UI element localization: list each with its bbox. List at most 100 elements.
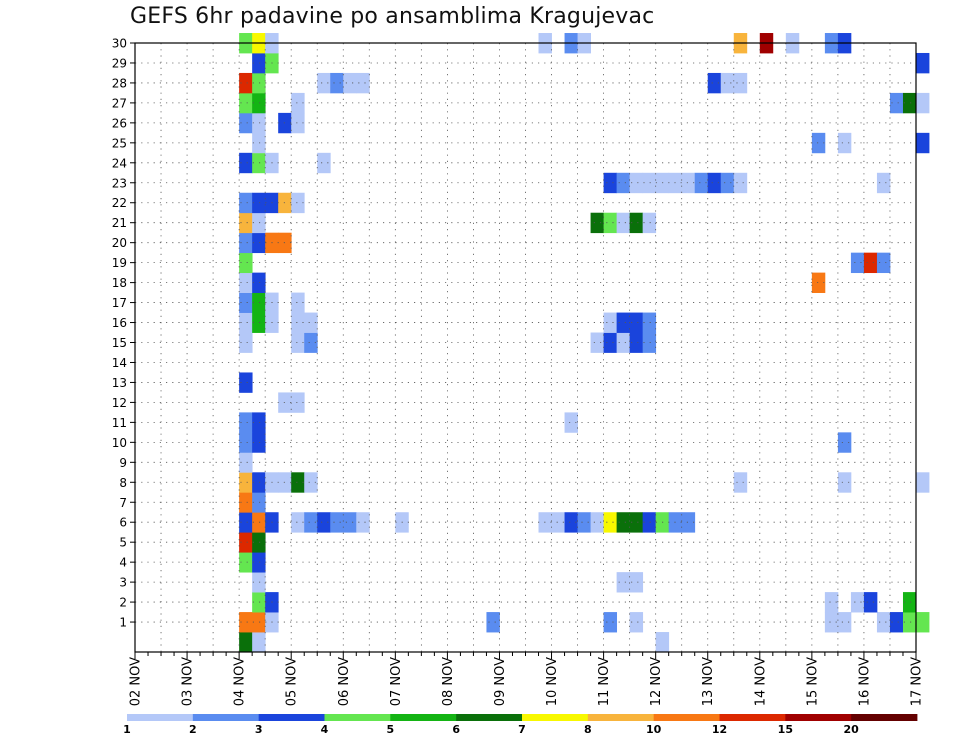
data-cell [616, 312, 631, 333]
data-cell [252, 472, 266, 493]
legend-label: 2 [189, 723, 197, 736]
data-cell [252, 212, 266, 234]
y-tick-label: 24 [112, 156, 127, 170]
legend-swatch [324, 714, 391, 721]
data-cell [239, 212, 253, 234]
data-cell [902, 612, 917, 633]
data-cell [564, 512, 578, 533]
x-tick-label: 05 NOV [285, 657, 300, 706]
data-cell [291, 512, 305, 533]
y-tick-label: 28 [112, 76, 127, 90]
data-cell [916, 132, 930, 154]
x-tick-label: 14 NOV [753, 657, 768, 706]
legend-label: 12 [712, 723, 727, 736]
y-tick-label: 4 [119, 556, 127, 570]
legend-swatch [456, 714, 523, 721]
data-cell [239, 412, 253, 433]
data-cell [616, 172, 631, 194]
data-cell [304, 512, 318, 533]
legend-label: 5 [387, 723, 395, 736]
data-cell [629, 572, 644, 593]
data-cell [916, 92, 930, 114]
x-tick-label: 07 NOV [389, 657, 404, 706]
y-tick-label: 21 [112, 216, 127, 230]
data-cell [629, 172, 644, 194]
data-cell [239, 332, 253, 353]
data-cell [239, 452, 253, 473]
data-cell [291, 472, 305, 493]
data-cell [291, 392, 305, 413]
data-cell [291, 92, 305, 114]
data-cell [317, 72, 331, 94]
data-cell [291, 192, 305, 214]
data-cell [681, 512, 696, 533]
data-cell [590, 512, 604, 533]
data-cell [616, 572, 631, 593]
y-tick-label: 15 [112, 336, 127, 350]
data-cell [916, 612, 930, 633]
data-cell [291, 112, 305, 134]
x-tick-label: 06 NOV [337, 657, 352, 706]
data-cell [343, 512, 357, 533]
data-cell [252, 272, 266, 293]
data-cell [239, 312, 253, 333]
chart-title: GEFS 6hr padavine po ansamblima Kragujev… [130, 4, 655, 29]
legend-swatch [587, 714, 655, 721]
data-cell [616, 332, 631, 353]
data-cell [252, 92, 266, 114]
data-cell [629, 512, 644, 533]
data-cell [902, 92, 917, 114]
data-cell [239, 432, 253, 453]
data-cell [642, 312, 657, 333]
y-tick-label: 14 [112, 356, 127, 370]
data-cell [239, 532, 253, 553]
legend-swatch [192, 714, 260, 721]
data-cell [239, 72, 253, 94]
y-tick-label: 23 [112, 176, 127, 190]
data-cell [486, 612, 500, 633]
y-tick-label: 27 [112, 96, 127, 110]
x-tick-label: 04 NOV [233, 657, 248, 706]
data-cell [252, 312, 266, 333]
data-cell [707, 172, 722, 194]
data-cell [837, 132, 852, 154]
data-cell [876, 172, 891, 194]
data-cell [629, 612, 644, 633]
data-cell [239, 372, 253, 393]
data-cell [694, 172, 709, 194]
y-tick-label: 22 [112, 196, 127, 210]
y-tick-label: 11 [112, 416, 127, 430]
data-cell [252, 492, 266, 513]
y-tick-label: 29 [112, 56, 127, 70]
data-cell [629, 212, 644, 234]
data-cell [252, 192, 266, 214]
data-cell [304, 472, 318, 493]
data-cell [603, 612, 618, 633]
data-cell [239, 252, 253, 274]
data-cell [330, 72, 344, 94]
data-cell [603, 212, 618, 234]
y-tick-label: 26 [112, 116, 127, 130]
data-cell [304, 332, 318, 353]
data-cell [916, 472, 930, 493]
data-cell [252, 632, 266, 653]
data-cell [252, 292, 266, 313]
data-cell [603, 512, 618, 533]
x-tick-label: 08 NOV [441, 657, 456, 706]
data-cell [252, 532, 266, 553]
data-cell [616, 212, 631, 234]
x-axis: 02 NOV 03 NOV 04 NOV 05 NOV 06 NOV 07 NOV 08 N… [129, 652, 925, 706]
data-cell [239, 612, 253, 633]
data-cell [863, 252, 878, 274]
legend-label: 15 [778, 723, 793, 736]
data-cell [889, 612, 904, 633]
y-tick-label: 12 [112, 396, 127, 410]
legend-label: 10 [646, 723, 662, 736]
data-cell [681, 172, 696, 194]
data-cell [655, 632, 670, 653]
data-cell [733, 472, 748, 493]
data-cell [252, 612, 266, 633]
data-cell [811, 272, 826, 293]
legend-label: 4 [321, 723, 329, 736]
